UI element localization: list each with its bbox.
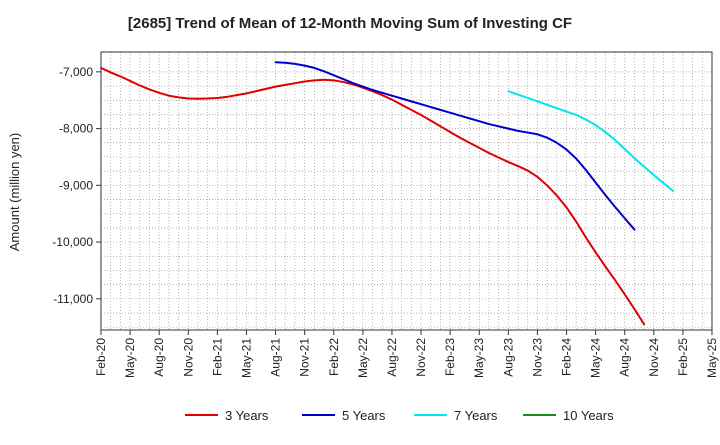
series-lines: [100, 61, 675, 326]
x-tick-label: May-21: [239, 338, 253, 378]
x-tick-label: Nov-24: [647, 338, 661, 377]
x-tick-label: Nov-23: [530, 338, 544, 377]
x-tick-label: May-24: [589, 338, 603, 378]
series-line-3-years: [100, 66, 646, 326]
series-line-5-years: [274, 61, 636, 231]
chart-title: [2685] Trend of Mean of 12-Month Moving …: [128, 15, 572, 32]
y-axis-ticks: -7,000 -8,000 -9,000 -10,000 -11,000: [52, 65, 101, 306]
x-tick-label: May-20: [123, 338, 137, 378]
x-tick-label: Feb-20: [94, 338, 108, 376]
x-tick-label: Aug-24: [618, 338, 632, 377]
y-tick-label: -8,000: [59, 122, 93, 136]
x-tick-label: Nov-22: [414, 338, 428, 377]
legend-label-10-years: 10 Years: [563, 408, 614, 423]
x-tick-label: May-22: [356, 338, 370, 378]
legend-label-7-years: 7 Years: [454, 408, 498, 423]
x-tick-label: Nov-21: [298, 338, 312, 377]
x-tick-label: Feb-22: [327, 338, 341, 376]
x-tick-label: Feb-24: [560, 338, 574, 376]
y-tick-label: -11,000: [53, 292, 93, 306]
x-axis-ticks: Feb-20 May-20 Aug-20 Nov-20 Feb-21 May-21 Aug-…: [94, 330, 719, 378]
y-axis-label: Amount (million yen): [7, 133, 22, 252]
legend-label-5-years: 5 Years: [342, 408, 386, 423]
x-tick-label: Aug-20: [152, 338, 166, 377]
x-tick-label: May-23: [472, 338, 486, 378]
y-tick-label: -7,000: [59, 65, 93, 79]
legend-label-3-years: 3 Years: [225, 408, 269, 423]
x-tick-label: Aug-21: [269, 338, 283, 377]
legend: 3 Years 5 Years 7 Years 10 Years: [185, 408, 614, 423]
y-tick-label: -10,000: [52, 235, 93, 249]
x-tick-label: Feb-25: [676, 338, 690, 376]
x-tick-label: Aug-22: [385, 338, 399, 377]
x-tick-label: May-25: [705, 338, 719, 378]
plot-frame: [100, 51, 713, 331]
x-tick-label: Feb-23: [443, 338, 457, 376]
x-tick-label: Feb-21: [210, 338, 224, 376]
x-tick-label: Aug-23: [501, 338, 515, 377]
y-tick-label: -9,000: [59, 178, 93, 192]
x-tick-label: Nov-20: [181, 338, 195, 377]
series-line-7-years: [507, 90, 675, 192]
